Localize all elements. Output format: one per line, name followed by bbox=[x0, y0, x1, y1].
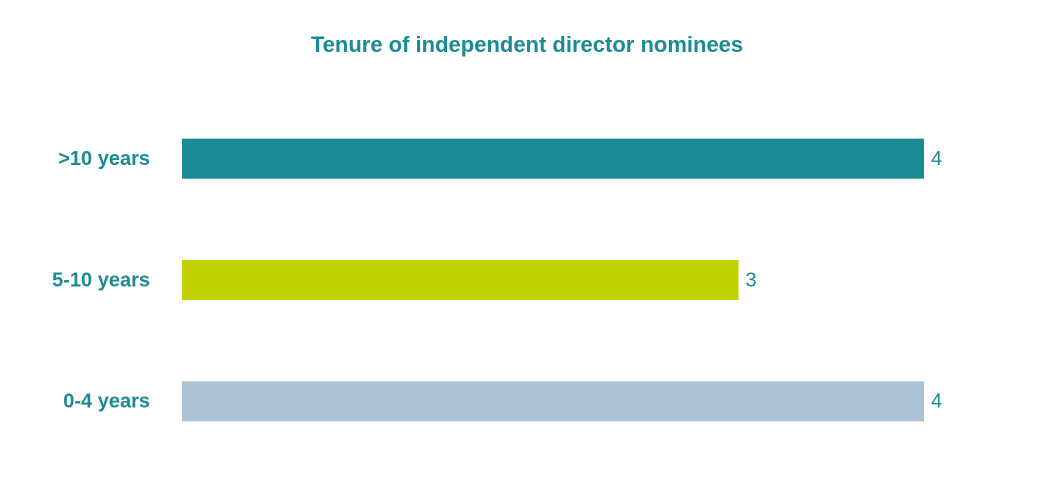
value-label: 3 bbox=[746, 269, 757, 291]
bar bbox=[182, 138, 924, 179]
value-label: 4 bbox=[931, 148, 942, 170]
value-label: 4 bbox=[931, 391, 942, 413]
chart-title: Tenure of independent director nominees bbox=[311, 32, 743, 57]
bar bbox=[182, 260, 739, 300]
category-label: 0-4 years bbox=[63, 391, 150, 413]
category-label: 5-10 years bbox=[52, 269, 150, 291]
bar bbox=[182, 381, 924, 422]
category-label: >10 years bbox=[58, 148, 150, 170]
